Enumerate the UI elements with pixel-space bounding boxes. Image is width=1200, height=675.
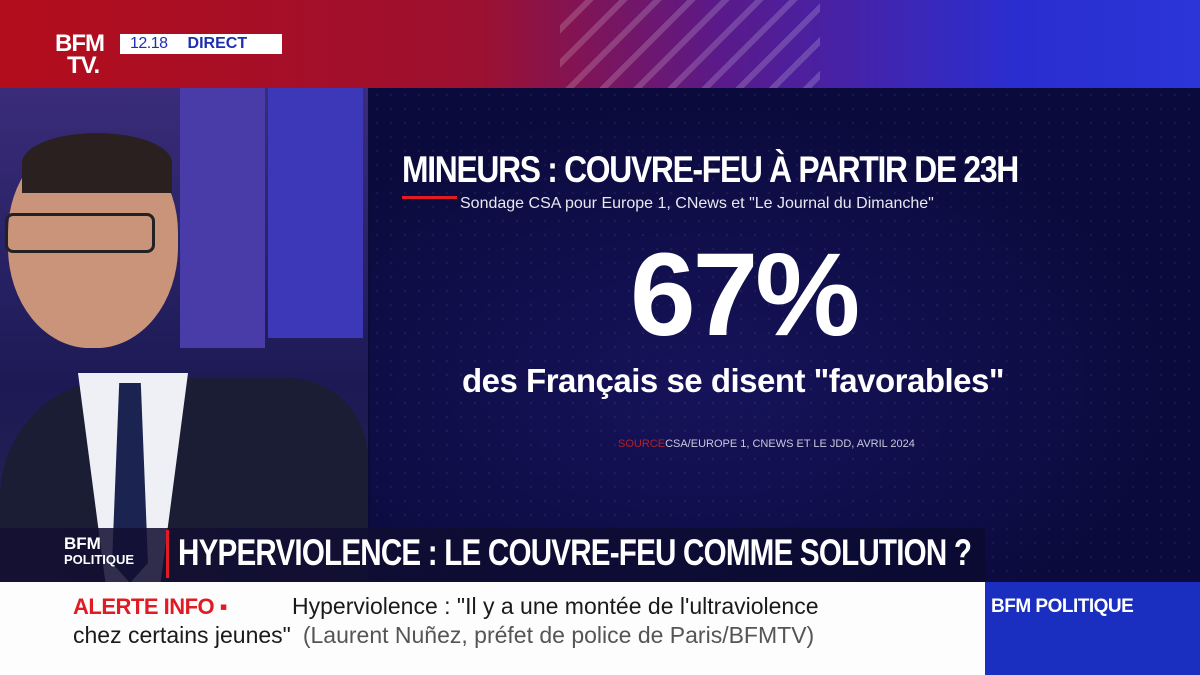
accent-line [402,196,457,199]
news-ticker [0,582,985,675]
poll-source: SOURCECSA/EUROPE 1, CNEWS ET LE JDD, AVR… [618,437,915,451]
poll-percentage: 67% [630,229,860,361]
live-label: DIRECT [187,35,248,52]
decorative-stripes [560,0,820,88]
logo-text: BFM [55,30,105,57]
show-logo-line1: BFM [64,534,101,553]
presenter-glasses [5,213,155,253]
studio-screen [180,88,265,348]
logo-text-tv: TV. [67,52,100,79]
dot-pattern [370,88,1200,582]
live-clock-badge: 12.18 DIRECT [120,34,282,54]
show-logo: BFM POLITIQUE [64,535,134,567]
ticker-line-2: chez certains jeunes" (Laurent Nuñez, pré… [73,622,814,649]
separator [166,530,169,578]
channel-tag: BFM POLITIQUE [985,582,1200,675]
poll-title: MINEURS : COUVRE-FEU À PARTIR DE 23H [402,149,1019,190]
studio-screen [268,88,363,338]
bfmtv-logo: BFM TV. [55,30,105,79]
presenter-hair [22,133,172,193]
ticker-credit: (Laurent Nuñez, préfet de police de Pari… [302,622,815,648]
studio-camera-view [0,88,368,582]
source-label: SOURCE [618,438,666,450]
show-logo-line2: POLITIQUE [64,552,135,567]
channel-tag-text: BFM POLITIQUE [991,596,1134,617]
lower-third [0,528,985,582]
ticker-quote-end: chez certains jeunes" [73,622,291,648]
headline: HYPERVIOLENCE : LE COUVRE-FEU COMME SOLU… [178,532,972,573]
ticker-line-1: Hyperviolence : "Il y a une montée de l'… [292,593,819,619]
poll-subtitle: Sondage CSA pour Europe 1, CNews et "Le … [460,195,934,212]
source-text: CSA/EUROPE 1, CNEWS ET LE JDD, AVRIL 202… [665,438,915,450]
poll-graphic: MINEURS : COUVRE-FEU À PARTIR DE 23H Son… [370,88,1200,582]
poll-description: des Français se disent "favorables" [462,362,1005,399]
alert-label: ALERTE INFO ▪ [73,594,228,619]
time: 12.18 [130,35,168,52]
